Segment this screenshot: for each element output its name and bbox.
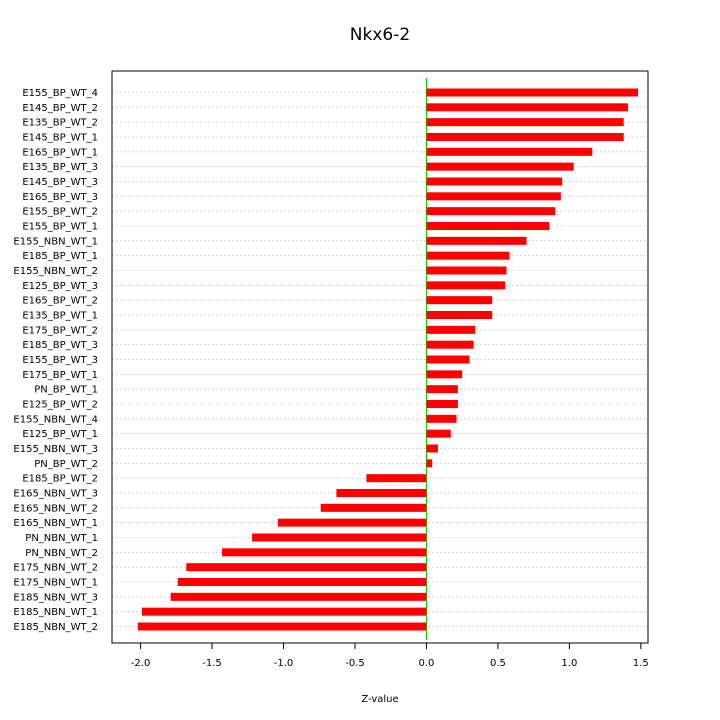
category-label: E155_BP_WT_3 [22,355,98,366]
x-tick-label: 1.5 [633,658,649,669]
bar [426,355,470,364]
x-tick-label: -1.0 [274,658,294,669]
category-label: E135_BP_WT_1 [22,311,98,322]
bar [426,177,563,186]
bar [320,503,427,512]
x-axis: -2.0 -1.5 -1.0 -0.5 0.0 0.5 1.0 1.5 [131,643,649,669]
category-label: E145_BP_WT_1 [22,133,98,144]
category-label: PN_BP_WT_1 [34,385,98,396]
category-label: E155_NBN_WT_3 [13,444,98,455]
bar [277,518,427,527]
bar [426,429,451,438]
bar [177,578,427,586]
category-label: E155_NBN_WT_2 [13,266,98,277]
bar [186,563,427,572]
chart-title: Nkx6-2 [350,25,410,45]
bar [426,414,457,423]
bar [426,385,458,394]
x-tick-label: 1.0 [561,658,577,669]
grid-lines [112,92,648,627]
bar [366,474,427,483]
category-label: E125_BP_WT_1 [22,429,98,440]
category-label: E145_BP_WT_2 [22,103,98,114]
bar [426,444,438,453]
bar [336,489,427,497]
category-label: PN_BP_WT_2 [34,459,98,470]
category-label: E125_BP_WT_3 [22,281,98,292]
category-label: E185_NBN_WT_3 [13,592,98,603]
plot-frame [111,70,649,644]
bar [142,607,427,616]
category-label: E165_NBN_WT_2 [13,503,98,514]
bar [426,147,593,156]
category-label: E165_NBN_WT_1 [13,518,98,529]
bar [426,311,493,319]
x-axis-label: Z-value [361,694,398,705]
category-label: E155_BP_WT_1 [22,222,98,233]
category-label: E145_BP_WT_3 [22,177,98,188]
category-label: PN_NBN_WT_2 [25,548,98,559]
bar [426,88,638,97]
bar [252,533,427,542]
bar [426,281,506,290]
bar [137,622,427,631]
bar [426,103,628,112]
category-label: E185_NBN_WT_1 [13,607,98,618]
category-label: E155_NBN_WT_4 [13,414,98,425]
category-label: E135_BP_WT_3 [22,162,98,173]
category-label: E165_BP_WT_1 [22,147,98,158]
bar [426,236,527,245]
bar [426,222,550,230]
category-label: E165_BP_WT_3 [22,192,98,203]
category-label: E185_BP_WT_3 [22,340,98,351]
x-tick-label: -0.5 [345,658,365,669]
bar [426,133,624,141]
bar [222,548,427,557]
category-label: E165_NBN_WT_3 [13,489,98,500]
x-tick-label: -1.5 [202,658,222,669]
bar [426,162,574,171]
category-label: E175_BP_WT_1 [22,370,98,381]
category-label: E185_BP_WT_2 [22,474,98,485]
x-tick-label: -2.0 [131,658,151,669]
bar [426,400,458,408]
bar [426,370,463,379]
bar [426,459,433,468]
category-label: E175_BP_WT_2 [22,325,98,336]
bar [426,266,507,275]
category-label: PN_NBN_WT_1 [25,533,98,544]
category-label: E155_BP_WT_4 [22,88,98,99]
category-label: E125_BP_WT_2 [22,400,98,411]
category-label: E135_BP_WT_2 [22,118,98,129]
bar [426,296,493,305]
category-label: E155_NBN_WT_1 [13,236,98,247]
bar [426,325,476,334]
bar [426,340,474,349]
category-label: E175_NBN_WT_2 [13,563,98,574]
bar [426,251,510,260]
bar [426,207,556,216]
category-label: E185_BP_WT_1 [22,251,98,262]
x-tick-label: 0.0 [419,658,435,669]
bar [170,592,427,601]
category-label: E165_BP_WT_2 [22,296,98,307]
bars [137,88,638,631]
category-label: E185_NBN_WT_2 [13,622,98,633]
category-label: E155_BP_WT_2 [22,207,98,218]
x-tick-label: 0.5 [490,658,506,669]
bar [426,192,561,201]
bar [426,118,624,127]
category-label: E175_NBN_WT_1 [13,578,98,589]
category-labels: E155_BP_WT_4 E145_BP_WT_2 E135_BP_WT_2 E145… [13,88,98,633]
